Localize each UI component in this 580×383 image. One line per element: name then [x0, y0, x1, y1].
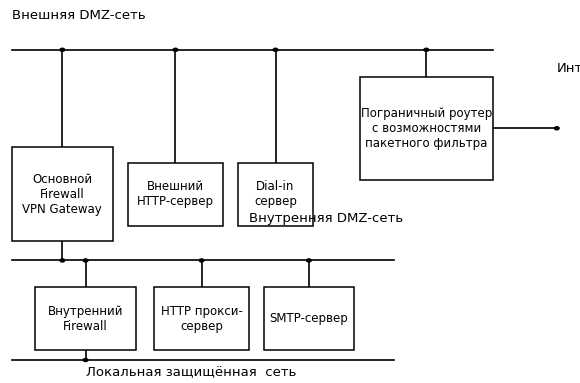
Text: Внешний
HTTP-сервер: Внешний HTTP-сервер — [137, 180, 214, 208]
Circle shape — [200, 259, 204, 262]
FancyBboxPatch shape — [264, 287, 354, 350]
Text: Внутренний
Firewall: Внутренний Firewall — [48, 305, 124, 333]
Circle shape — [84, 358, 88, 362]
Circle shape — [306, 259, 311, 262]
FancyBboxPatch shape — [128, 163, 223, 226]
Text: Внешняя DMZ-сеть: Внешняя DMZ-сеть — [12, 9, 145, 22]
Circle shape — [84, 259, 88, 262]
Circle shape — [424, 48, 429, 51]
Text: SMTP-сервер: SMTP-сервер — [270, 313, 348, 325]
FancyBboxPatch shape — [35, 287, 136, 350]
FancyBboxPatch shape — [238, 163, 313, 226]
FancyBboxPatch shape — [154, 287, 249, 350]
Text: Внутренняя DMZ-сеть: Внутренняя DMZ-сеть — [249, 212, 404, 225]
Text: Локальная защищённая  сеть: Локальная защищённая сеть — [86, 366, 296, 379]
Text: Интернет: Интернет — [557, 62, 580, 75]
Text: Dial-in
сервер: Dial-in сервер — [254, 180, 297, 208]
Text: Пограничный роутер
с возможностями
пакетного фильтра: Пограничный роутер с возможностями пакет… — [361, 107, 492, 150]
Circle shape — [173, 48, 177, 51]
Circle shape — [60, 259, 65, 262]
Text: HTTP прокси-
сервер: HTTP прокси- сервер — [161, 305, 242, 333]
FancyBboxPatch shape — [12, 147, 113, 241]
Text: Основной
Firewall
VPN Gateway: Основной Firewall VPN Gateway — [23, 173, 102, 216]
Circle shape — [273, 48, 278, 51]
Circle shape — [60, 48, 65, 51]
Circle shape — [554, 127, 559, 130]
FancyBboxPatch shape — [360, 77, 493, 180]
